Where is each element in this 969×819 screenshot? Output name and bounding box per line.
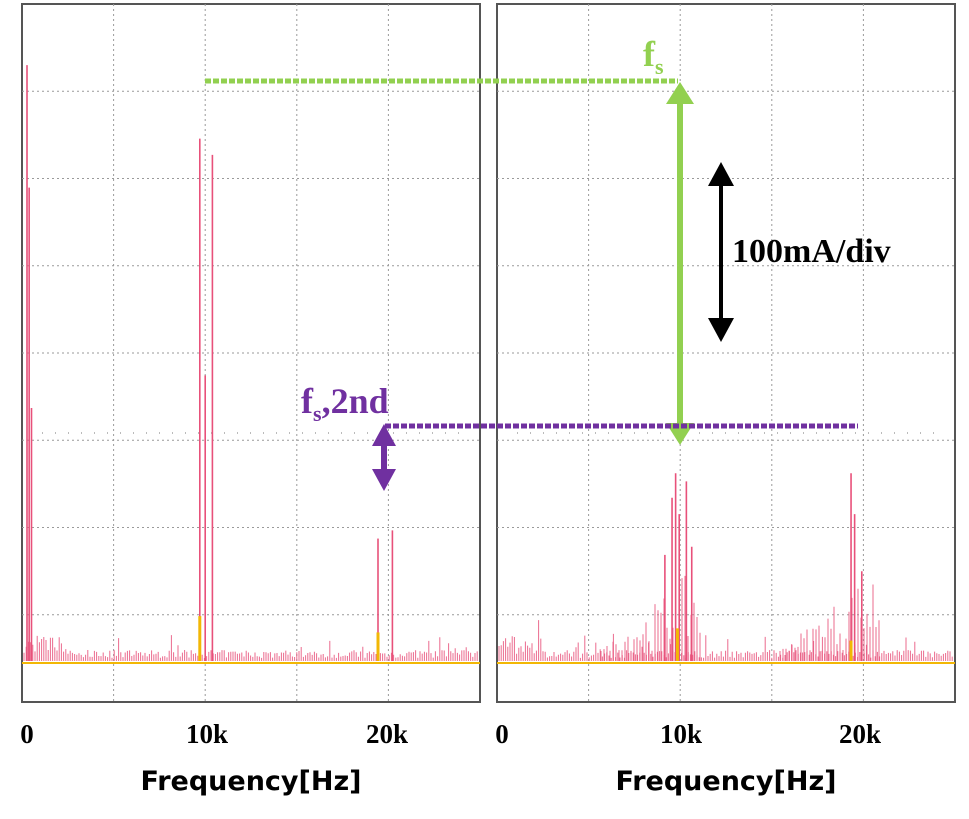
x-axis-label: Frequency[Hz] (615, 766, 836, 797)
scale-arrow-up-head (708, 162, 734, 186)
fs-2nd-arrow-down-head (372, 469, 396, 491)
fs-annotation: fs (205, 34, 694, 445)
plot-frame (496, 3, 956, 703)
plot-frame (21, 3, 481, 703)
fs-label: fs (643, 34, 664, 79)
x-tick-label: 20k (839, 719, 881, 749)
x-tick-labels: 0 10k 20k (20, 719, 408, 749)
fs-arrow-up-head (666, 82, 694, 104)
scale-label: 100mA/div (732, 233, 891, 270)
noise-floor (498, 575, 953, 661)
x-tick-label: 10k (660, 719, 702, 749)
fs-2nd-annotation: fs,2nd (301, 381, 858, 491)
fs-2nd-arrow-up-head (372, 424, 396, 446)
scale-arrow-down-head (708, 318, 734, 342)
scale-annotation: 100mA/div (708, 162, 891, 342)
grid (497, 4, 955, 702)
x-tick-label: 0 (20, 719, 34, 749)
x-tick-label: 10k (186, 719, 228, 749)
fs-2nd-label: fs,2nd (301, 381, 389, 426)
x-tick-labels: 0 10k 20k (495, 719, 881, 749)
magenta-series (664, 473, 863, 661)
yellow-series (22, 616, 480, 664)
noise-trace (498, 620, 953, 661)
x-tick-label: 20k (366, 719, 408, 749)
x-axis-label: Frequency[Hz] (140, 766, 361, 797)
x-tick-label: 0 (495, 719, 509, 749)
yellow-series (497, 628, 955, 664)
